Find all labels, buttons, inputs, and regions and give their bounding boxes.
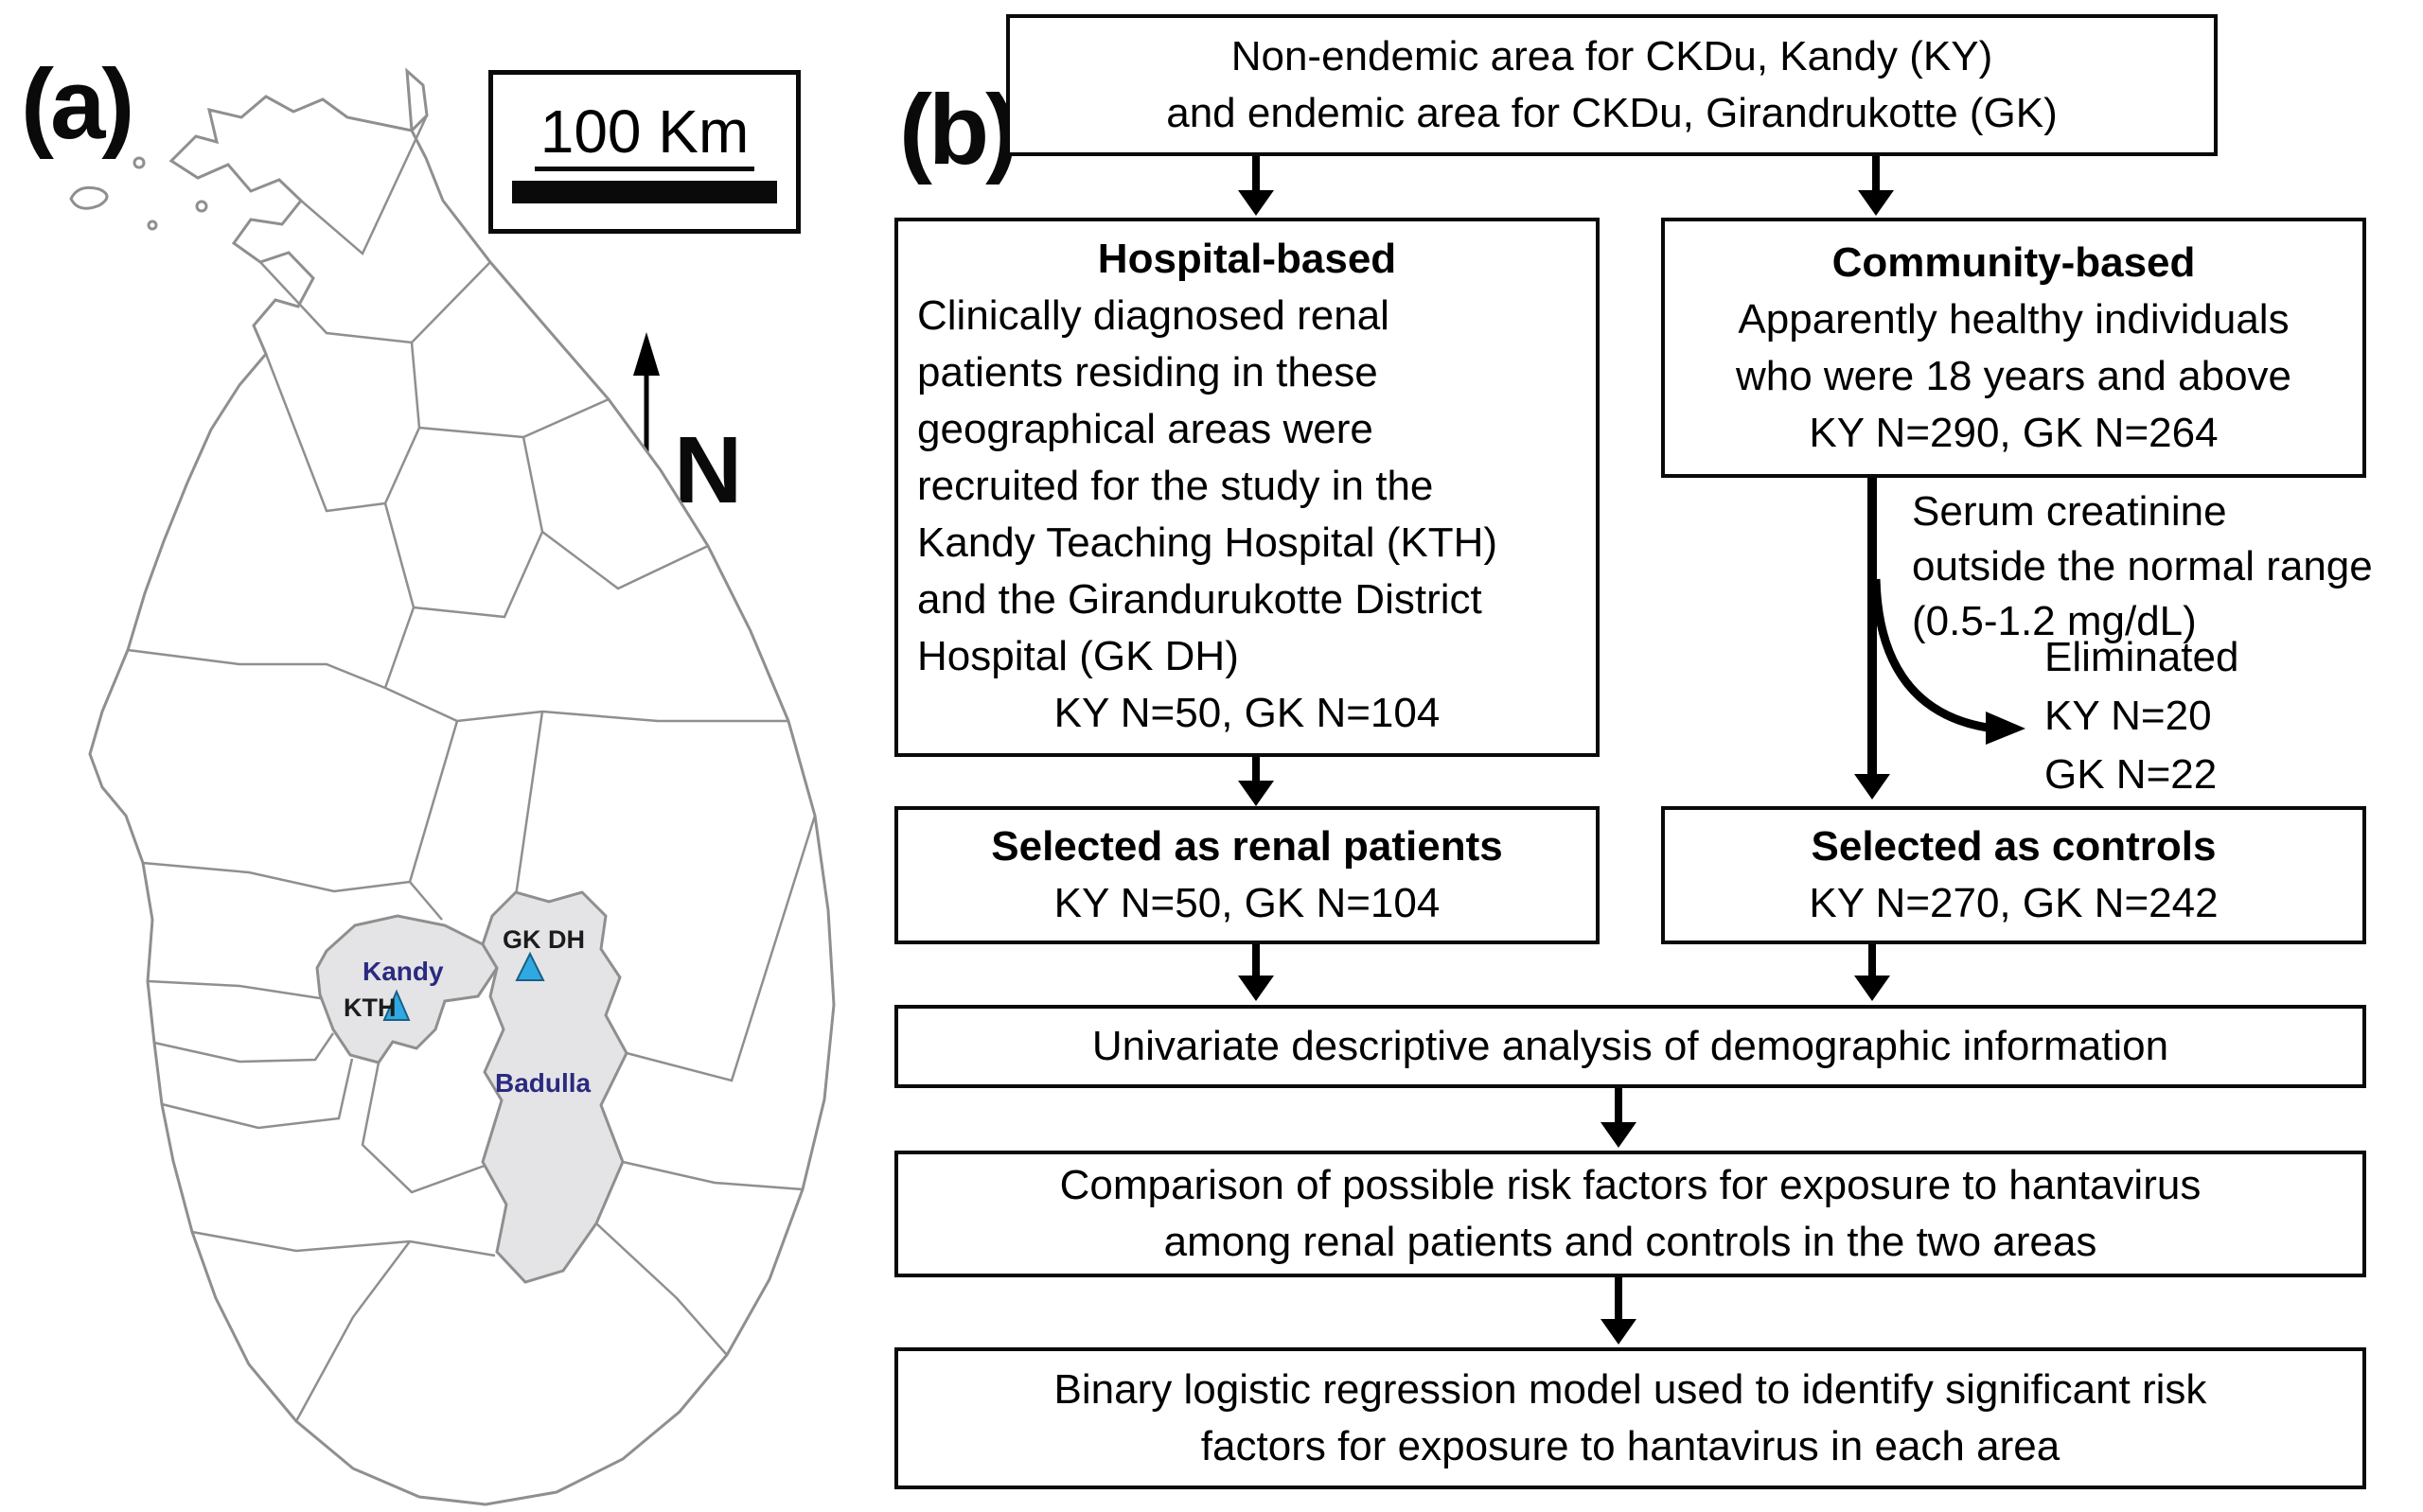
study-areas-box: Non-endemic area for CKDu, Kandy (KY) an… <box>1006 14 2218 156</box>
controls-title: Selected as controls <box>1811 823 2217 870</box>
gkdh-marker-icon <box>515 951 545 981</box>
hospital-counts: KY N=50, GK N=104 <box>1053 690 1441 736</box>
arrow-controls-to-univariate <box>1868 944 1876 976</box>
island-dot <box>133 156 146 169</box>
map-scale-bar: 100 Km <box>488 70 801 234</box>
arrow-comparison-to-regression <box>1615 1277 1622 1319</box>
kth-marker-label: KTH <box>344 993 397 1022</box>
regression-line1: Binary logistic regression model used to… <box>1053 1366 2207 1413</box>
arrow-hospital-to-renal <box>1252 757 1260 781</box>
north-label: N <box>674 417 742 516</box>
island-dot <box>195 200 208 213</box>
eliminated-arrow <box>1871 578 2025 745</box>
renal-patients-box: Selected as renal patients KY N=50, GK N… <box>894 806 1600 944</box>
controls-box: Selected as controls KY N=270, GK N=242 <box>1661 806 2366 944</box>
exclusion-note: Serum creatinine outside the normal rang… <box>1912 484 2373 649</box>
badulla-district-label: Badulla <box>495 1068 592 1098</box>
hospital-line: recruited for the study in the <box>917 463 1434 509</box>
regression-box: Binary logistic regression model used to… <box>894 1347 2366 1489</box>
hospital-line: Hospital (GK DH) <box>917 633 1239 679</box>
eliminated-line3: GK N=22 <box>2044 751 2218 798</box>
exclusion-line1: Serum creatinine <box>1912 488 2227 535</box>
panel-a-label: (a) <box>21 49 134 160</box>
kandy-district-label: Kandy <box>363 957 444 986</box>
univariate-text: Univariate descriptive analysis of demog… <box>1091 1023 2169 1069</box>
exclusion-line2: outside the normal range <box>1912 543 2373 589</box>
kandy-district <box>315 914 499 1064</box>
community-line1: Apparently healthy individuals <box>1738 295 2290 343</box>
arrow-univariate-to-comparison <box>1615 1088 1622 1122</box>
gkdh-marker-label: GK DH <box>503 925 585 954</box>
island-dot <box>147 220 158 231</box>
hospital-line: Kandy Teaching Hospital (KTH) <box>917 519 1498 566</box>
study-areas-line2: and endemic area for CKDu, Girandrukotte… <box>1166 90 2058 136</box>
scale-label: 100 Km <box>534 99 755 172</box>
arrow-renal-to-univariate <box>1252 944 1260 976</box>
hospital-line: geographical areas were <box>917 406 1373 452</box>
eliminated-line2: KY N=20 <box>2044 693 2212 739</box>
comparison-box: Comparison of possible risk factors for … <box>894 1151 2366 1277</box>
regression-line2: factors for exposure to hantavirus in ea… <box>1200 1423 2060 1469</box>
arrow-top-to-community <box>1872 156 1880 190</box>
arrow-community-to-controls <box>1867 478 1877 774</box>
coastline <box>88 67 836 1506</box>
kth-marker-icon <box>382 989 411 1021</box>
arrow-top-to-hospital <box>1252 156 1260 190</box>
study-areas-line1: Non-endemic area for CKDu, Kandy (KY) <box>1230 33 1993 79</box>
comparison-line1: Comparison of possible risk factors for … <box>1059 1162 2202 1208</box>
island-small <box>69 185 109 210</box>
controls-counts: KY N=270, GK N=242 <box>1809 880 2219 926</box>
community-based-box: Community-based Apparently healthy indiv… <box>1661 218 2366 478</box>
comparison-line2: among renal patients and controls in the… <box>1163 1219 2097 1265</box>
sri-lanka-map-svg: Kandy KTH GK DH Badulla <box>69 67 836 1506</box>
renal-title: Selected as renal patients <box>991 823 1503 870</box>
hospital-line: patients residing in these <box>917 349 1378 396</box>
hospital-title: Hospital-based <box>1097 236 1397 282</box>
badulla-district <box>481 890 628 1284</box>
community-title: Community-based <box>1831 238 2196 286</box>
community-line2: who were 18 years and above <box>1735 352 2292 399</box>
hospital-line: and the Girandurukotte District <box>917 576 1482 623</box>
hospital-line: Clinically diagnosed renal <box>917 292 1389 339</box>
eliminated-note: Eliminated KY N=20 GK N=22 <box>2044 628 2238 804</box>
sri-lanka-map: Kandy KTH GK DH Badulla <box>14 57 861 1509</box>
univariate-box: Univariate descriptive analysis of demog… <box>894 1005 2366 1088</box>
panel-b-label: (b) <box>899 75 1018 185</box>
eliminated-line1: Eliminated <box>2044 634 2239 680</box>
renal-counts: KY N=50, GK N=104 <box>1053 880 1441 926</box>
community-counts: KY N=290, GK N=264 <box>1809 409 2219 456</box>
scale-bar-rule <box>512 181 777 204</box>
exclusion-line3: (0.5-1.2 mg/dL) <box>1912 598 2197 644</box>
hospital-based-box: Hospital-based Clinically diagnosed rena… <box>894 218 1600 757</box>
